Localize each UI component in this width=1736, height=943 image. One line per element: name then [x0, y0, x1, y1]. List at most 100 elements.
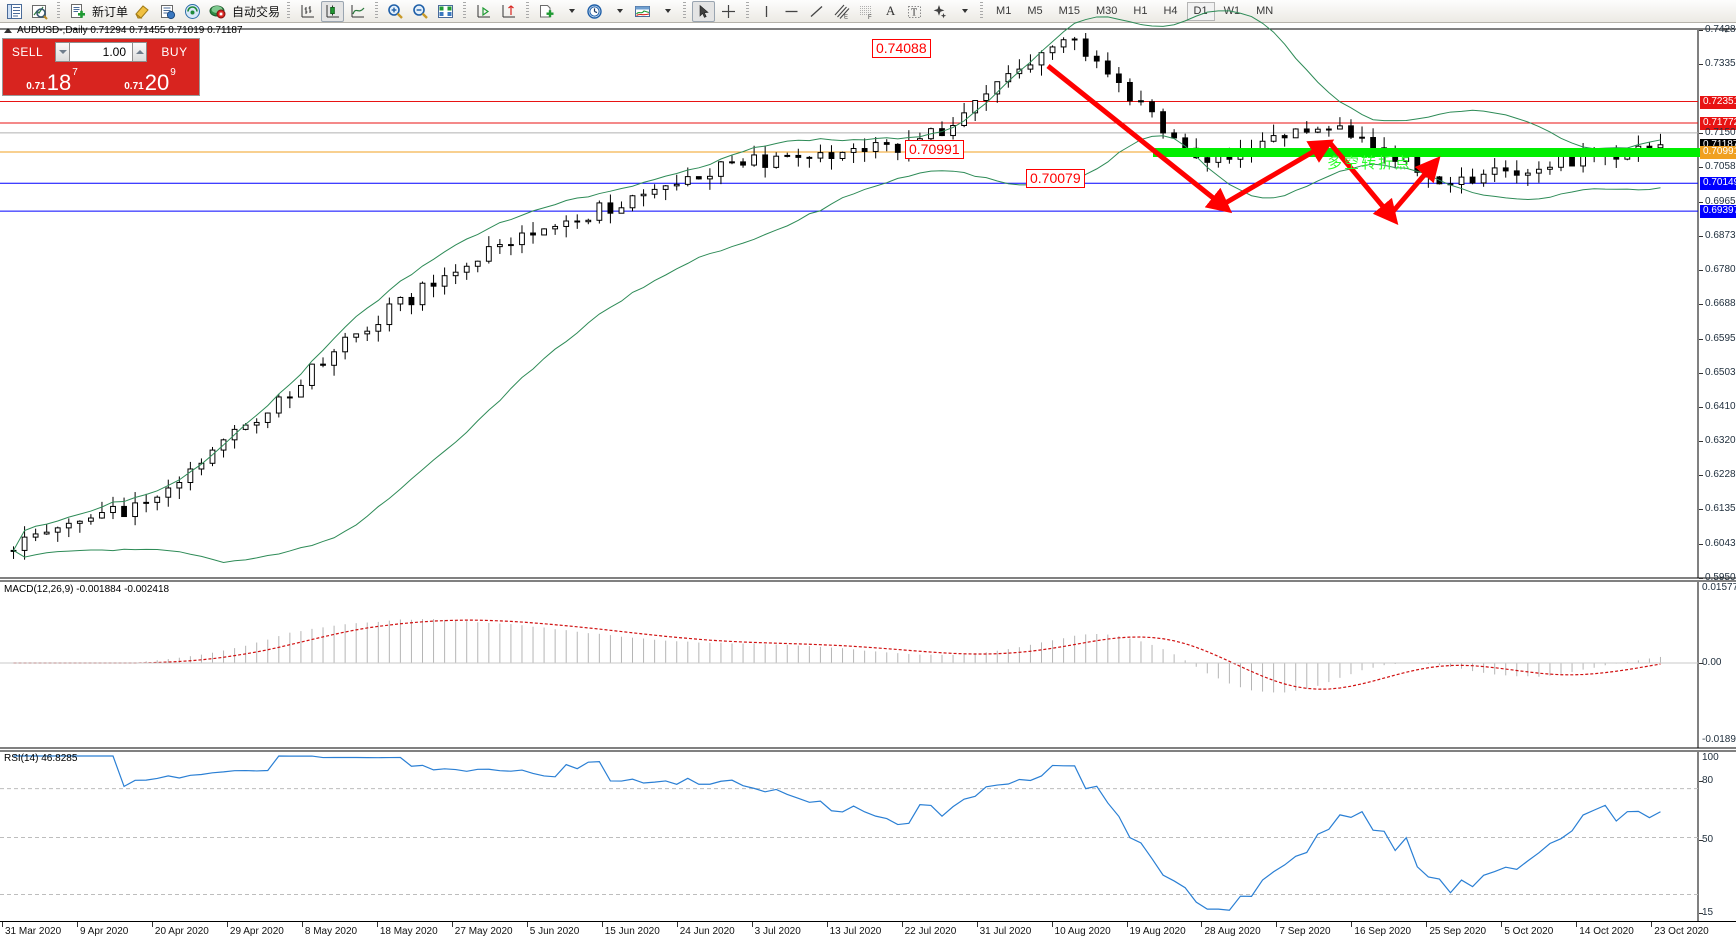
- timeframe-button-m1[interactable]: M1: [996, 5, 1012, 17]
- price-badge-0-69397[interactable]: 0.69397: [1700, 205, 1736, 219]
- timeframe-button-h1[interactable]: H1: [1133, 5, 1148, 17]
- autotrading-icon[interactable]: [206, 1, 229, 22]
- price-badge-0-72351[interactable]: 0.72351: [1700, 95, 1736, 109]
- annotation-high[interactable]: 0.74088: [872, 39, 931, 58]
- new-order-label[interactable]: 新订单: [92, 4, 129, 19]
- auto-scroll-icon[interactable]: [472, 1, 495, 22]
- bollinger-upper: [13, 10, 1661, 551]
- date-tick-label: 10 Aug 2020: [1054, 926, 1111, 937]
- timeframe-button-mn[interactable]: MN: [1256, 5, 1274, 17]
- cursor-icon[interactable]: [692, 0, 716, 22]
- collapse-triangle-icon[interactable]: [4, 27, 12, 33]
- date-tick: [1351, 922, 1353, 927]
- date-axis[interactable]: 31 Mar 2020 9 Apr 2020 20 Apr 2020 29 Apr 2…: [0, 921, 1736, 943]
- zoom-out-icon[interactable]: [409, 1, 432, 22]
- macd-indicator-title: MACD(12,26,9) -0.001884 -0.002418: [4, 584, 170, 595]
- date-tick: [1201, 922, 1203, 927]
- rsi-tick: [1699, 913, 1703, 914]
- symbol-info-text: AUDUSD-,Daily 0.71294 0.71455 0.71019 0.…: [17, 24, 243, 36]
- date-tick: [976, 922, 978, 927]
- price-badge-0-71772[interactable]: 0.71772: [1700, 117, 1736, 131]
- shapes-icon[interactable]: [928, 1, 951, 22]
- indicators-dropdown-arrow[interactable]: [656, 1, 677, 22]
- metaeditor-icon[interactable]: [131, 1, 154, 22]
- date-tick: [301, 922, 303, 927]
- main-toolbar: 新订单 自动交易: [0, 0, 1736, 23]
- timeframe-button-m30[interactable]: M30: [1096, 5, 1118, 17]
- macd-histogram: [145, 619, 1661, 693]
- timeframe-button-m5[interactable]: M5: [1027, 5, 1043, 17]
- volume-increase-button[interactable]: [132, 42, 147, 62]
- date-tick-label: 31 Jul 2020: [979, 926, 1032, 937]
- annotation-low[interactable]: 0.70079: [1026, 169, 1085, 188]
- chinese-annotation-note[interactable]: 多空转折点: [1327, 154, 1413, 172]
- date-tick-label: 18 May 2020: [379, 926, 438, 937]
- candlestick-chart-icon[interactable]: [321, 0, 345, 22]
- price-tick: [1699, 509, 1703, 511]
- price-badge-0-70991[interactable]: 0.70991: [1700, 145, 1736, 159]
- toolbar-separator: [744, 2, 751, 20]
- new-order-icon[interactable]: [66, 1, 89, 22]
- market-watch-icon[interactable]: [3, 1, 26, 22]
- rsi-tick: [1699, 840, 1703, 841]
- price-tick: [1699, 440, 1703, 442]
- text-icon[interactable]: A: [885, 3, 896, 18]
- line-chart-icon[interactable]: [346, 1, 369, 22]
- terminal-icon[interactable]: [156, 1, 179, 22]
- sell-price-display[interactable]: 0.71 18 7: [4, 65, 100, 95]
- chart-shift-icon[interactable]: [497, 1, 520, 22]
- date-tick-label: 13 Jul 2020: [829, 926, 882, 937]
- price-tick: [1699, 30, 1703, 31]
- text-label-icon[interactable]: T: [903, 1, 926, 22]
- price-tick-label: 0.61355: [1705, 503, 1736, 515]
- svg-text:F: F: [868, 15, 872, 20]
- period-clock-icon[interactable]: [583, 1, 606, 22]
- date-tick-label: 19 Aug 2020: [1129, 926, 1186, 937]
- trendline-icon[interactable]: [805, 1, 828, 22]
- indicators-icon[interactable]: [631, 1, 654, 22]
- buy-price-display[interactable]: 0.71 20 9: [102, 65, 198, 95]
- rsi-tick-label: 100: [1702, 752, 1719, 763]
- one-click-trading-header: SELL 1.00 BUY: [3, 39, 199, 65]
- timeframe-button-h4[interactable]: H4: [1163, 5, 1178, 17]
- vertical-line-icon[interactable]: [755, 1, 778, 22]
- timeframe-button-d1[interactable]: D1: [1186, 1, 1215, 21]
- chart-grid-icon[interactable]: [434, 1, 457, 22]
- navigator-icon[interactable]: [181, 1, 204, 22]
- buy-button[interactable]: BUY: [161, 45, 188, 59]
- price-badge-0-70149[interactable]: 0.70149: [1700, 177, 1736, 191]
- bar-chart-icon[interactable]: [296, 1, 319, 22]
- date-tick-label: 27 May 2020: [454, 926, 513, 937]
- buy-price-point: 9: [170, 67, 176, 78]
- price-tick-label: 0.67805: [1705, 264, 1736, 276]
- date-tick-label: 8 May 2020: [304, 926, 358, 937]
- period-dropdown-arrow[interactable]: [608, 1, 629, 22]
- annotation-mid[interactable]: 0.70991: [905, 140, 964, 159]
- date-tick-label: 9 Apr 2020: [79, 926, 129, 937]
- templates-dropdown-arrow[interactable]: [560, 1, 581, 22]
- price-tick: [1699, 578, 1703, 579]
- crosshair-icon[interactable]: [717, 1, 740, 22]
- rsi-tick: [1699, 781, 1703, 782]
- shapes-dropdown-arrow[interactable]: [953, 1, 974, 22]
- volume-input[interactable]: 1.00: [70, 42, 132, 62]
- sell-button[interactable]: SELL: [11, 45, 44, 59]
- svg-text:E: E: [844, 14, 848, 20]
- fibonacci-icon[interactable]: F: [855, 1, 878, 22]
- data-window-icon[interactable]: [28, 1, 51, 22]
- toolbar-separator: [681, 2, 688, 20]
- zoom-in-icon[interactable]: [384, 1, 407, 22]
- timeframe-button-m15[interactable]: M15: [1058, 5, 1080, 17]
- volume-decrease-button[interactable]: [55, 42, 70, 62]
- horizontal-line-icon[interactable]: [780, 1, 803, 22]
- price-tick: [1699, 167, 1703, 169]
- templates-icon[interactable]: [535, 1, 558, 22]
- sell-price-prefix: 0.71: [26, 81, 46, 92]
- macd-tick-label: 0.00: [1702, 657, 1722, 668]
- autotrading-label[interactable]: 自动交易: [232, 4, 281, 19]
- date-tick-label: 28 Aug 2020: [1204, 926, 1261, 937]
- chart-scroll-indicator-icon[interactable]: [1722, 28, 1730, 33]
- equidistant-channel-icon[interactable]: E: [830, 1, 853, 22]
